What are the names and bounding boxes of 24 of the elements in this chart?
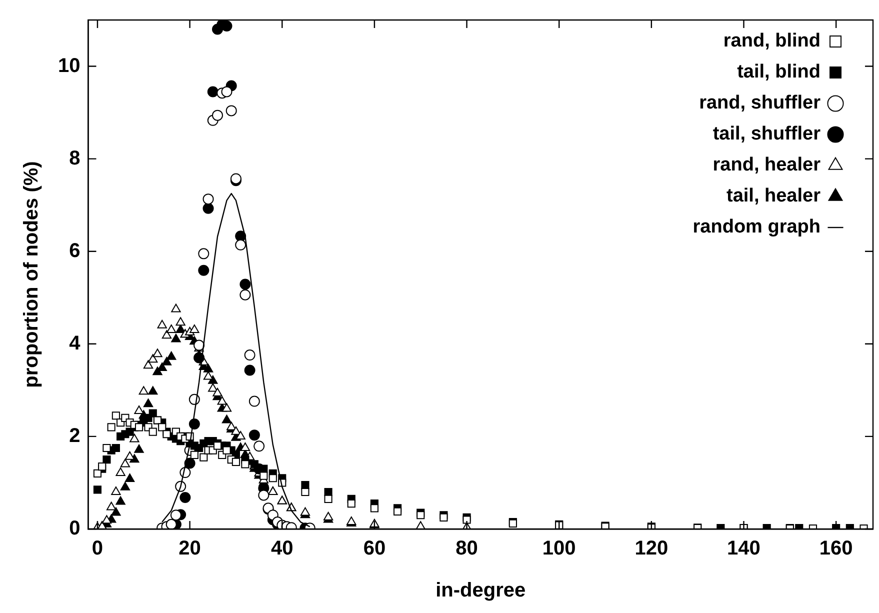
legend-label: rand, shuffler	[699, 92, 822, 114]
x-tick-label: 100	[542, 538, 576, 560]
legend-label: tail, shuffler	[712, 124, 822, 145]
legend-label: tail, blind	[737, 62, 820, 83]
y-tick-label: 6	[69, 240, 80, 262]
legend-label: rand, blind	[723, 30, 820, 52]
x-tick-label: 20	[178, 538, 201, 560]
x-tick-label: 80	[456, 538, 478, 560]
y-tick-label: 10	[58, 54, 80, 77]
x-tick-label: 60	[363, 538, 386, 560]
legend-label: rand, healer	[712, 154, 822, 176]
x-tick-label: 0	[92, 538, 104, 560]
y-tick-label: 0	[69, 518, 80, 540]
y-axis-title: proportion of nodes (%)	[20, 161, 43, 388]
legend-label: tail, healer	[726, 186, 822, 207]
x-tick-label: 140	[727, 538, 760, 560]
legend-label: random graph	[692, 216, 820, 238]
x-tick-label: 160	[819, 538, 853, 560]
x-tick-label: 40	[271, 538, 294, 560]
y-tick-label: 8	[69, 147, 80, 170]
x-axis-title: in-degree	[436, 580, 526, 602]
y-tick-label: 4	[69, 332, 82, 354]
y-tick-label: 2	[69, 424, 80, 447]
x-tick-label: 120	[634, 538, 668, 560]
